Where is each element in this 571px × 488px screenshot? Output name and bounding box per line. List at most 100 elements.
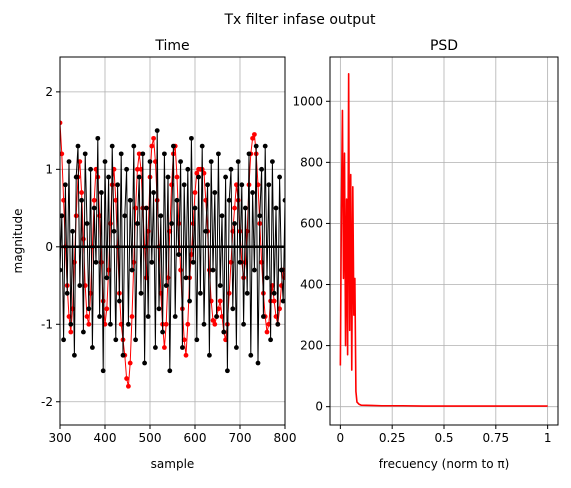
time-series-1-point: [77, 283, 83, 288]
time-series-0-point: [124, 376, 129, 381]
time-series-1-point: [237, 259, 243, 265]
time-series-0-point: [250, 135, 256, 141]
time-series-1-point: [181, 182, 187, 188]
time-series-1-point: [70, 228, 75, 234]
time-series-1-point: [90, 345, 95, 350]
psd-chart-title: PSD: [430, 38, 458, 54]
psd-y-tick-label: 400: [300, 278, 323, 292]
time-series-1-point: [106, 174, 111, 180]
time-series-1-point: [99, 190, 104, 195]
time-series-1-point: [149, 259, 155, 265]
time-series-1-point: [225, 368, 230, 374]
time-x-tick-label: 800: [274, 431, 297, 445]
time-series-0-point: [252, 132, 257, 137]
time-series-1-point: [273, 205, 279, 211]
psd-plot-area: [339, 73, 548, 407]
time-series-1-point: [140, 151, 146, 157]
time-series-0-point: [79, 190, 84, 195]
time-series-1-point: [136, 174, 142, 180]
time-series-1-point: [61, 337, 66, 343]
time-series-1-point: [163, 283, 169, 288]
time-series-1-line: [60, 130, 285, 372]
time-series-1-point: [102, 159, 108, 164]
time-series-0-point: [149, 143, 155, 149]
time-series-0-point: [217, 298, 223, 304]
time-series-0-point: [84, 314, 90, 319]
time-series-1-point: [239, 182, 245, 188]
time-series-1-point: [176, 252, 182, 257]
time-series-1-point: [270, 159, 275, 164]
time-series-1-point: [250, 190, 256, 195]
time-plot-area: [60, 120, 285, 389]
time-series-0-point: [99, 259, 104, 265]
time-series-1-point: [259, 166, 264, 172]
time-series-0-point: [127, 360, 133, 366]
time-series-1-point: [253, 143, 259, 149]
time-series-1-point: [117, 298, 122, 304]
psd-x-tick-label: 0.75: [482, 431, 509, 445]
time-series-0-point: [210, 318, 216, 323]
time-y-tick-label: 1: [45, 162, 53, 176]
time-series-1-point: [198, 290, 203, 296]
time-series-1-point: [219, 213, 225, 219]
psd-y-tick-label: 800: [300, 155, 323, 169]
time-series-1-point: [144, 205, 149, 211]
time-series-0-point: [136, 151, 142, 157]
time-series-1-point: [214, 314, 220, 319]
time-series-1-point: [133, 337, 139, 343]
time-series-0-point: [163, 321, 169, 327]
time-series-1-point: [66, 159, 72, 164]
time-series-1-point: [174, 197, 180, 203]
time-series-1-point: [252, 267, 257, 273]
time-series-0-point: [68, 329, 74, 335]
time-series-1-point: [196, 174, 202, 180]
time-series-1-point: [84, 221, 90, 226]
time-x-tick-label: 600: [184, 431, 207, 445]
psd-x-tick-label: 0.5: [434, 431, 453, 445]
time-series-1-point: [88, 166, 93, 172]
time-series-1-point: [180, 345, 185, 350]
time-series-0-point: [194, 170, 200, 176]
time-series-1-point: [277, 174, 282, 180]
time-series-1-point: [261, 314, 266, 319]
psd-y-tick-label: 0: [315, 400, 323, 414]
time-chart-title: Time: [154, 38, 189, 54]
time-series-0-point: [162, 345, 167, 350]
time-series-1-point: [178, 159, 184, 164]
time-series-1-point: [208, 159, 214, 164]
time-series-0-point: [232, 205, 238, 211]
time-series-1-point: [257, 213, 263, 219]
time-series-1-point: [151, 190, 157, 195]
time-series-1-point: [91, 205, 97, 211]
time-series-1-point: [234, 345, 239, 350]
time-series-0-point: [100, 298, 106, 304]
time-series-0-point: [129, 314, 135, 319]
time-chart: 300 400 500 600 700 800 -2 -1 0 1 2 Time sample magni…: [11, 38, 296, 471]
time-series-0-point: [271, 298, 277, 304]
psd-chart: 0 0.25 0.5 0.75 1 0 200 400 600 800 1000 PSD frecuen…: [292, 38, 559, 471]
time-series-1-point: [160, 329, 166, 335]
time-series-0-point: [185, 321, 191, 327]
time-series-1-point: [100, 368, 106, 374]
time-series-1-point: [207, 352, 212, 358]
time-series-1-point: [185, 166, 191, 172]
time-series-1-point: [241, 321, 247, 327]
time-series-1-point: [68, 321, 74, 327]
time-axes-frame: [59, 56, 286, 426]
time-series-1-point: [210, 267, 216, 273]
time-series-0-point: [212, 321, 218, 327]
time-series-0-point: [151, 135, 157, 141]
time-series-1-point: [81, 329, 86, 335]
time-series-1-point: [221, 329, 227, 335]
time-series-1-point: [111, 228, 117, 234]
time-series-1-point: [280, 298, 285, 304]
time-series-0-point: [181, 337, 187, 343]
time-series-1-point: [124, 166, 129, 172]
time-series-1-point: [212, 190, 218, 195]
time-series-1-point: [115, 182, 120, 188]
time-series-1-point: [154, 128, 160, 134]
time-series-0-point: [178, 267, 184, 273]
time-x-tick-label: 700: [229, 431, 252, 445]
time-series-0-point: [216, 306, 221, 312]
